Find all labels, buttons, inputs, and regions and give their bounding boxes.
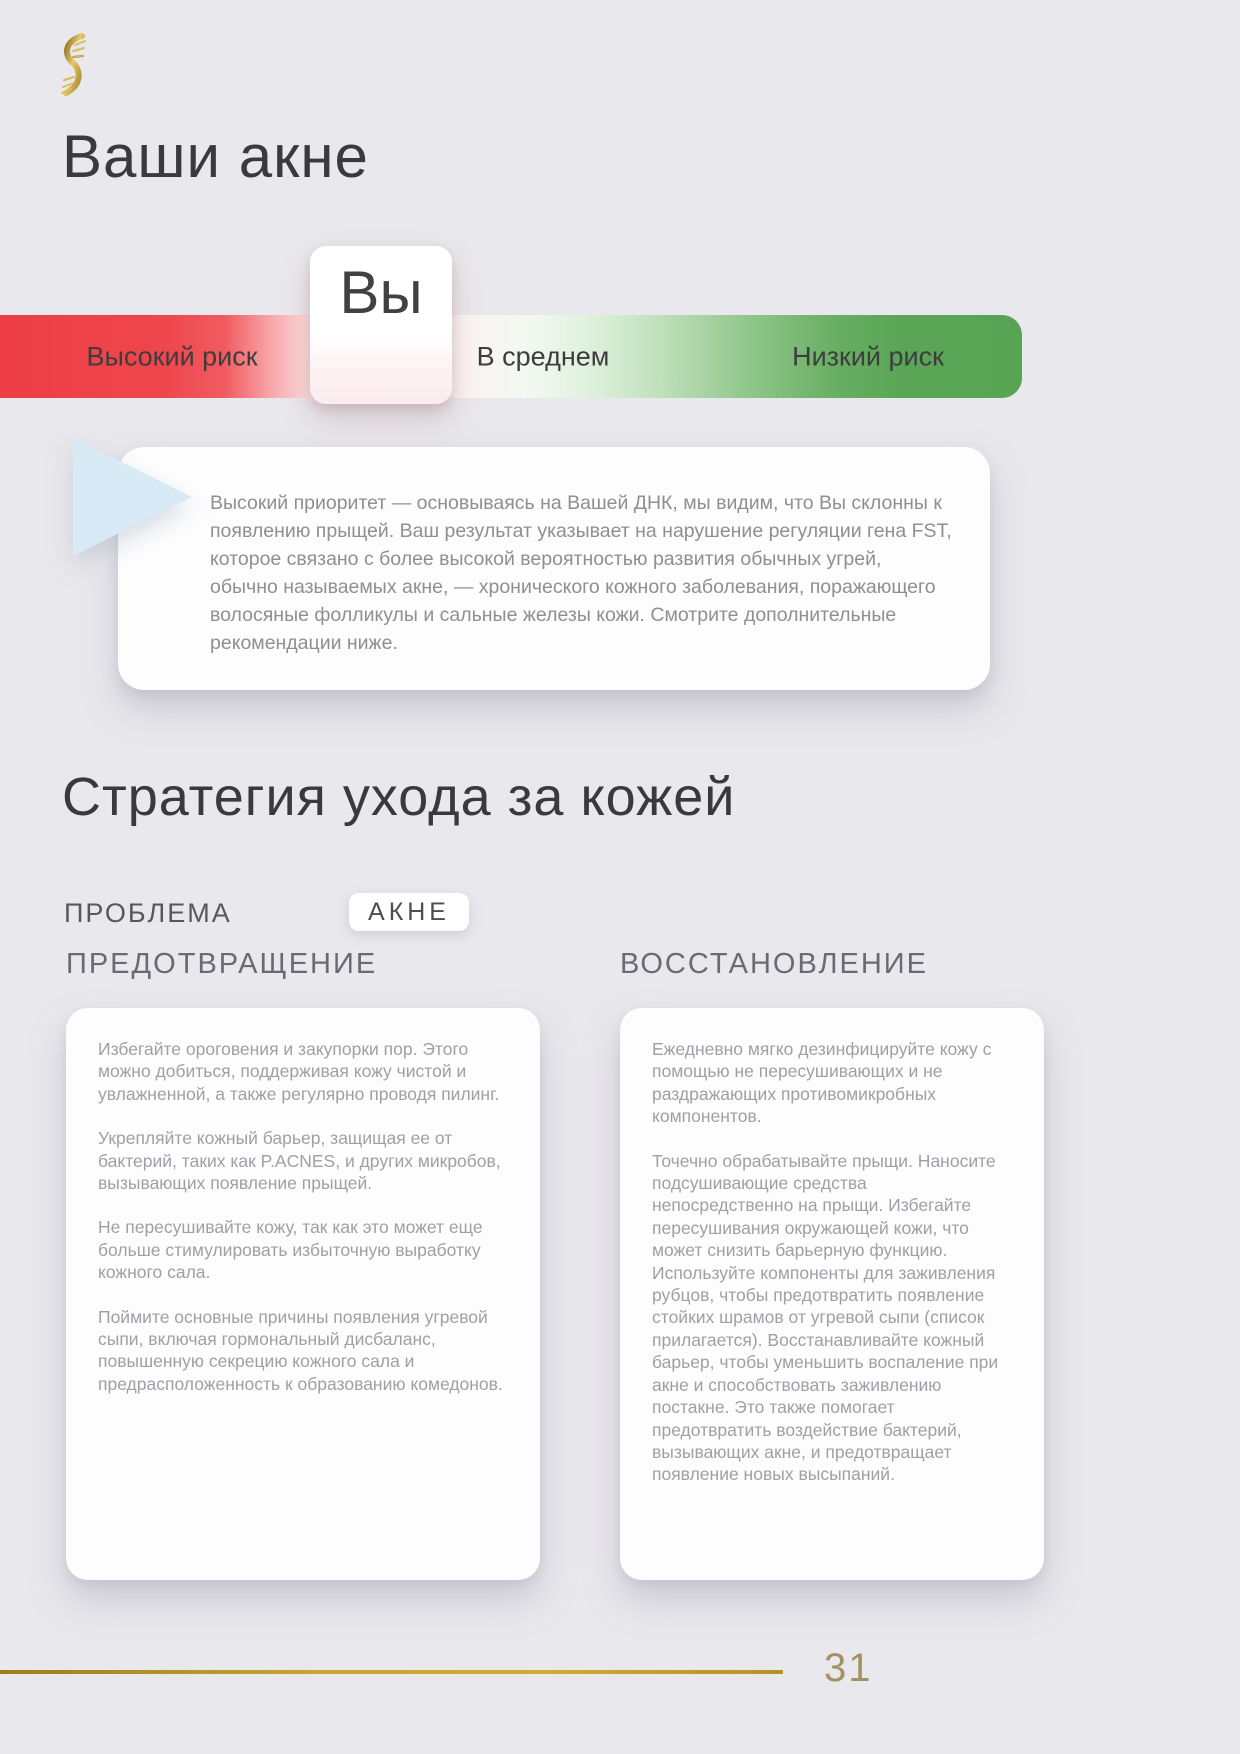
advice-paragraph: Избегайте ороговения и закупорки пор. Эт… [98, 1039, 500, 1104]
problem-value-badge: АКНЕ [349, 893, 469, 931]
prevention-card: Избегайте ороговения и закупорки пор. Эт… [66, 1008, 540, 1580]
risk-label-high: Высокий риск [86, 341, 258, 371]
advice-paragraph: Ежедневно мягко дезинфицируйте кожу с по… [652, 1039, 992, 1127]
advice-paragraph: Поймите основные причины появления угрев… [98, 1306, 503, 1394]
risk-label-average: В среднем [476, 341, 610, 371]
advice-paragraph: Точечно обрабатывайте прыщи. Наносите по… [652, 1150, 999, 1485]
risk-scale-bar: Высокий риск В среднем Низкий риск [0, 315, 1022, 398]
page-title: Ваши акне [62, 123, 369, 190]
page-number: 31 [824, 1646, 873, 1690]
recovery-card: Ежедневно мягко дезинфицируйте кожу с по… [620, 1008, 1044, 1580]
prevention-column-header: ПРЕДОТВРАЩЕНИЕ [66, 948, 378, 980]
you-position-marker: Вы [310, 246, 452, 404]
you-marker-label: Вы [339, 259, 423, 326]
risk-label-low: Низкий риск [792, 341, 944, 371]
footer-gold-line [0, 1670, 783, 1674]
priority-callout-text: Высокий приоритет — основываясь на Вашей… [210, 492, 952, 654]
problem-label: ПРОБЛЕМА [64, 898, 232, 928]
callout-arrow-icon [73, 438, 192, 556]
recovery-column-header: ВОССТАНОВЛЕНИЕ [620, 948, 928, 980]
advice-paragraph: Укрепляйте кожный барьер, защищая ее от … [98, 1128, 501, 1194]
dna-logo-icon [56, 32, 92, 104]
priority-callout-card: Высокий приоритет — основываясь на Вашей… [118, 447, 990, 690]
advice-paragraph: Не пересушивайте кожу, так как это может… [98, 1217, 483, 1283]
strategy-section-title: Стратегия ухода за кожей [62, 767, 736, 827]
